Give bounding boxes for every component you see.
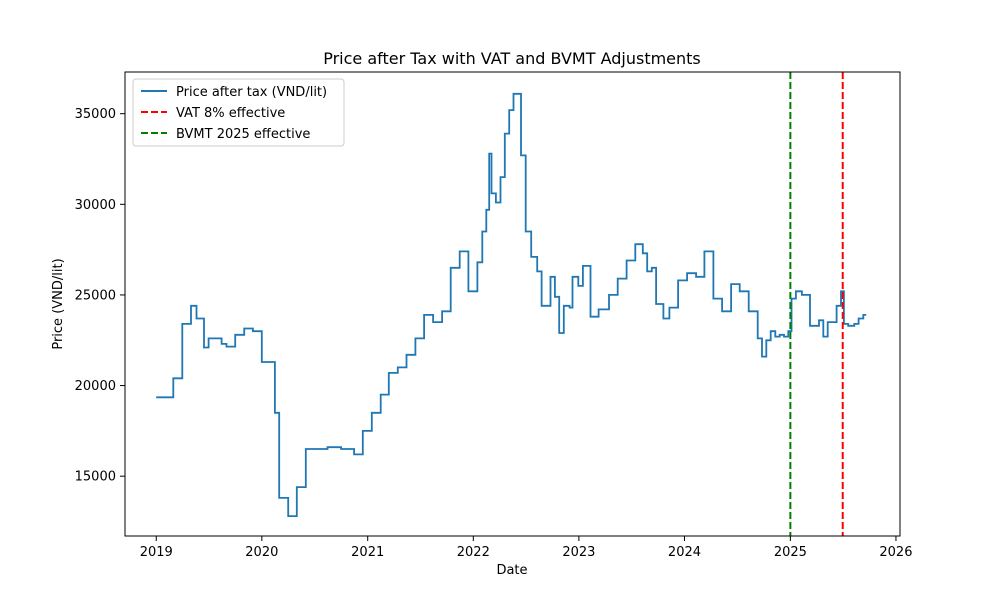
legend-box [132, 78, 345, 147]
y-tick-label: 25000 [75, 288, 116, 303]
legend-entry-price-label: Price after tax (VND/lit) [176, 85, 327, 100]
legend: Price after tax (VND/lit) VAT 8% effectiv… [132, 78, 345, 147]
legend-entry-bvmt-label: BVMT 2025 effective [176, 127, 310, 142]
x-tick-label: 2020 [245, 545, 278, 560]
x-tick-label: 2019 [140, 545, 173, 560]
chart-title: Price after Tax with VAT and BVMT Adjust… [323, 49, 701, 68]
legend-entry-vat-label: VAT 8% effective [176, 106, 285, 121]
x-tick-label: 2025 [774, 545, 807, 560]
price-series-line [156, 92, 867, 517]
y-tick-label: 15000 [75, 470, 116, 485]
y-axis-label: Price (VND/lit) [51, 258, 66, 349]
plot-frame [124, 71, 901, 537]
x-axis-label: Date [496, 563, 527, 578]
x-tick-label: 2021 [351, 545, 384, 560]
x-tick-label: 2026 [879, 545, 912, 560]
y-tick-label: 35000 [75, 107, 116, 122]
x-tick-label: 2022 [457, 545, 490, 560]
y-tick-label: 20000 [75, 379, 116, 394]
y-tick-label: 30000 [75, 198, 116, 213]
plot-area: 2019 2020 2021 2022 2023 2024 2025 2026 15000 200… [75, 71, 912, 560]
x-tick-label: 2024 [668, 545, 701, 560]
x-tick-label: 2023 [562, 545, 595, 560]
